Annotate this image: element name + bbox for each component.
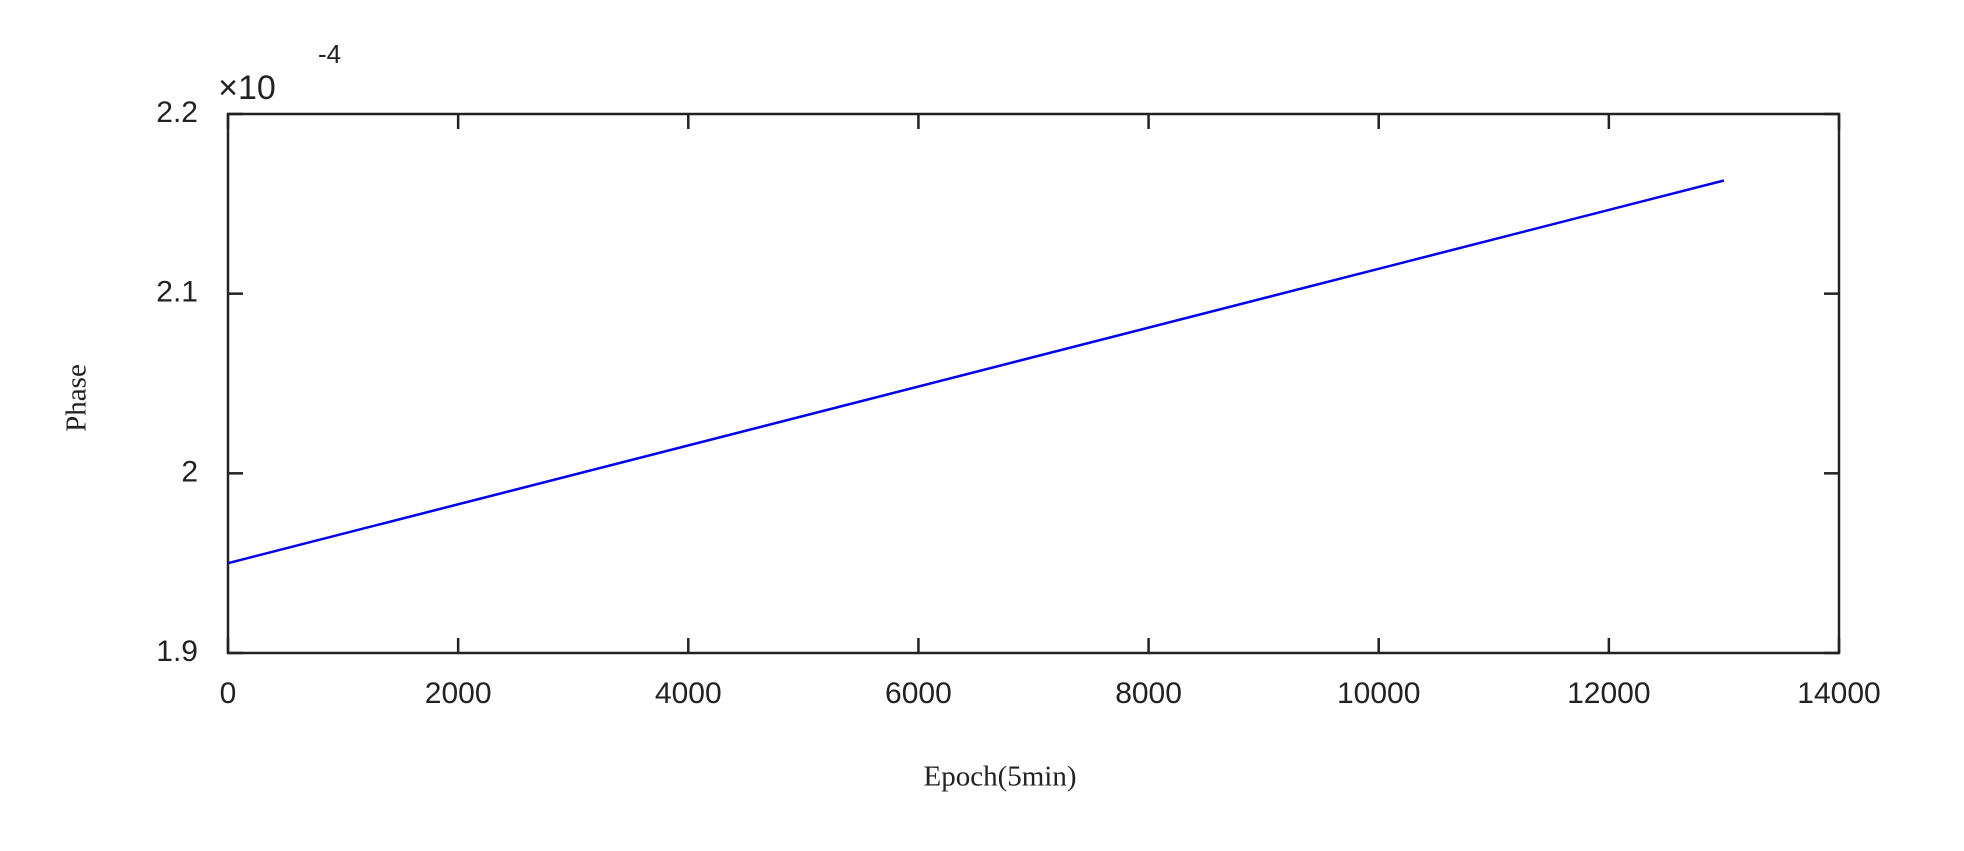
x-tick-label: 2000 (425, 677, 492, 710)
x-tick-label: 4000 (655, 677, 722, 710)
y-tick-label: 1.9 (156, 635, 198, 668)
y-tick-label: 2.2 (156, 96, 198, 129)
y-tick-label: 2 (181, 455, 198, 488)
y-tick-label: 2.1 (156, 276, 198, 309)
x-tick-label: 8000 (1115, 677, 1182, 710)
plot-frame (226, 112, 1841, 655)
y-exponent: -4 (318, 39, 341, 69)
x-tick-label: 12000 (1567, 677, 1650, 710)
x-tick-label: 10000 (1337, 677, 1420, 710)
y-multiplier: ×10 (218, 69, 276, 107)
data-line (227, 179, 1725, 565)
x-tick-label: 6000 (885, 677, 952, 710)
y-axis-label: Phase (61, 364, 93, 432)
x-tick-label: 14000 (1797, 677, 1880, 710)
x-axis-label: Epoch(5min) (923, 761, 1076, 793)
x-tick-label: 0 (220, 677, 237, 710)
